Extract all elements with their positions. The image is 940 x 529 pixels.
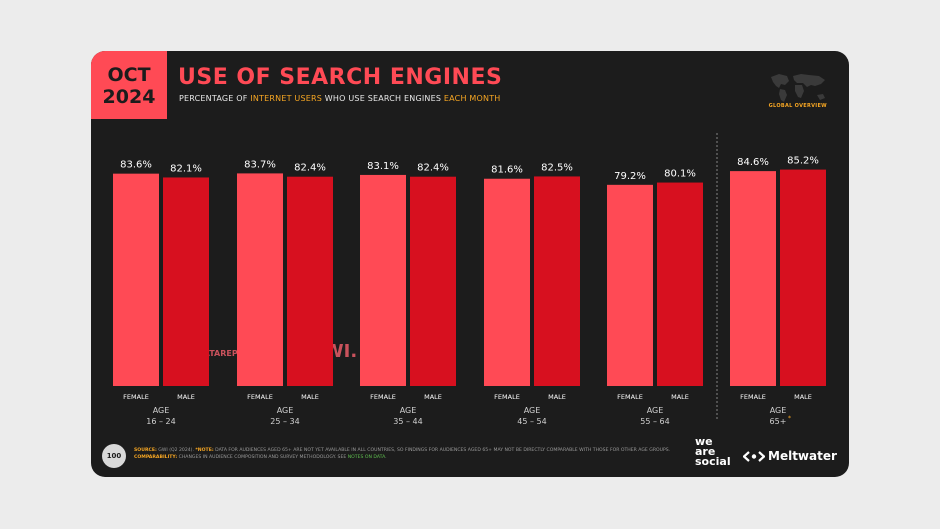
bar-female-4 — [607, 184, 653, 386]
data-label: 80.1% — [664, 169, 696, 180]
series-label: MALE — [794, 393, 812, 401]
footnote-marker: * — [788, 415, 791, 422]
slide-card: OCT 2024 USE OF SEARCH ENGINES PERCENTAG… — [91, 51, 849, 477]
meltwater-logo: Meltwater — [743, 449, 837, 463]
group-label: AGE — [770, 406, 787, 415]
category-label: 65+ — [770, 417, 787, 426]
page-subtitle: PERCENTAGE OF INTERNET USERS WHO USE SEA… — [179, 94, 501, 103]
series-label: FEMALE — [247, 393, 273, 401]
bar-male-4 — [657, 182, 703, 386]
category-label: 45 – 54 — [517, 417, 546, 426]
series-label: MALE — [301, 393, 319, 401]
notes-on-data-link[interactable]: NOTES ON DATA — [347, 455, 386, 461]
data-label: 85.2% — [787, 156, 819, 167]
bar-male-3 — [534, 176, 580, 386]
series-label: FEMALE — [123, 393, 149, 401]
series-label: FEMALE — [617, 393, 643, 401]
page-title: USE OF SEARCH ENGINES — [178, 65, 503, 90]
data-label: 81.6% — [491, 165, 523, 176]
bar-female-3 — [484, 178, 530, 386]
category-label: 16 – 24 — [146, 417, 175, 426]
bar-female-2 — [360, 174, 406, 386]
data-label: 79.2% — [614, 171, 646, 182]
series-label: FEMALE — [494, 393, 520, 401]
bar-female-0 — [113, 173, 159, 386]
series-label: MALE — [424, 393, 442, 401]
data-label: 82.4% — [417, 163, 449, 174]
group-label: AGE — [153, 406, 170, 415]
date-year: 2024 — [102, 86, 156, 108]
category-label: 35 – 44 — [393, 417, 422, 426]
data-label: 83.6% — [120, 160, 152, 171]
we-are-social-logo: we are social — [695, 435, 731, 468]
bar-female-5 — [730, 171, 776, 386]
bar-male-0 — [163, 177, 209, 386]
data-label: 84.6% — [737, 157, 769, 168]
data-label: 83.7% — [244, 159, 276, 170]
meltwater-icon — [743, 450, 765, 462]
series-label: MALE — [548, 393, 566, 401]
group-label: AGE — [400, 406, 417, 415]
series-label: MALE — [177, 393, 195, 401]
series-label: MALE — [671, 393, 689, 401]
group-label: AGE — [524, 406, 541, 415]
bar-male-2 — [410, 176, 456, 386]
series-label: FEMALE — [740, 393, 766, 401]
data-label: 82.5% — [541, 162, 573, 173]
category-label: 55 – 64 — [640, 417, 669, 426]
bar-male-1 — [287, 176, 333, 386]
data-label: 82.1% — [170, 163, 202, 174]
bar-male-5 — [780, 169, 826, 386]
data-label: 83.1% — [367, 161, 399, 172]
footer-notes: SOURCE: GWI (Q2 2024). *NOTE: DATA FOR A… — [134, 448, 671, 461]
group-label: AGE — [647, 406, 664, 415]
date-month: OCT — [107, 64, 151, 86]
category-label: 25 – 34 — [270, 417, 299, 426]
group-label: AGE — [277, 406, 294, 415]
data-label: 82.4% — [294, 163, 326, 174]
page-number: 100 — [102, 444, 126, 468]
bar-chart: 83.6% FEMALE 82.1% MALE AGE 16 – 24 83.7% FEMAL… — [113, 133, 826, 426]
bar-female-1 — [237, 173, 283, 386]
map-label: GLOBAL OVERVIEW — [768, 103, 827, 109]
date-badge: OCT 2024 — [91, 51, 167, 119]
series-label: FEMALE — [370, 393, 396, 401]
datareportal-watermark: DATAREPORTAL — [197, 349, 267, 358]
world-map-icon — [771, 74, 825, 102]
